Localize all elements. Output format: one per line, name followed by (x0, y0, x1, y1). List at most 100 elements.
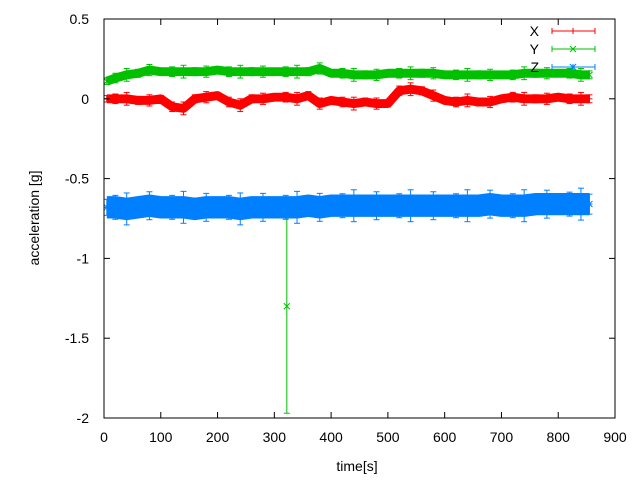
series-y-marker (180, 68, 187, 76)
series-y-marker (441, 71, 449, 79)
series-y-marker (191, 68, 199, 76)
series-y-marker (270, 68, 278, 76)
series-y-marker (350, 71, 358, 79)
series-y-marker (486, 71, 494, 79)
series-y-marker (236, 68, 244, 76)
series-z-marker (146, 202, 153, 210)
legend-entry-z: Z (530, 59, 596, 75)
series-z-marker (225, 203, 233, 211)
series-z-marker (236, 205, 244, 213)
series-y-marker (248, 68, 255, 76)
series-y-band (105, 64, 590, 86)
series-z-marker (475, 202, 483, 210)
series-y (103, 62, 593, 414)
series-z-marker (498, 202, 505, 210)
series-z-marker (554, 200, 562, 208)
series-y-marker (361, 71, 369, 79)
series-z-marker (577, 200, 585, 208)
series-y-marker (282, 68, 290, 76)
series-y-marker (464, 71, 471, 79)
series-y-marker (214, 66, 221, 74)
series-y-marker (168, 68, 176, 76)
series-z-marker (180, 203, 187, 211)
series-y-marker (509, 71, 517, 79)
series-z-marker (486, 200, 494, 208)
legend-entry-z-marker (569, 63, 577, 71)
series-z-marker (112, 203, 119, 211)
series-z-marker (464, 202, 471, 210)
series-z-marker (103, 203, 111, 211)
series-z-marker (339, 202, 346, 210)
x-tick-label: 0 (100, 429, 108, 445)
series-z-marker (168, 203, 176, 211)
plot-frame (103, 18, 616, 419)
x-tick-label: 900 (603, 429, 627, 445)
legend: XYZ (530, 23, 596, 75)
x-tick-label: 200 (206, 429, 230, 445)
y-tick-label: 0 (81, 91, 89, 107)
series-z-marker (509, 202, 517, 210)
series-z-marker (543, 200, 551, 208)
series-z-marker (384, 202, 392, 210)
series-y-marker (339, 69, 346, 77)
series-y-marker (452, 71, 460, 79)
series-y-marker (103, 77, 111, 85)
series-z-marker (429, 202, 437, 210)
plot-marks (103, 62, 593, 414)
legend-entry-x: X (530, 23, 596, 39)
series-z-band (104, 192, 593, 221)
series-y-marker (293, 68, 301, 76)
legend-entry-z-label: Z (530, 59, 539, 75)
series-z-marker (361, 202, 369, 210)
series-y-marker (418, 69, 426, 77)
series-z-marker (441, 202, 449, 210)
series-y-marker (146, 66, 153, 74)
series-z-marker (134, 203, 142, 211)
series-y-marker (316, 65, 324, 72)
series-y-marker (566, 69, 573, 77)
x-axis-label: time[s] (336, 458, 377, 474)
y-tick-label: -1.5 (65, 330, 89, 346)
series-y-marker (407, 69, 414, 77)
series-z-marker (282, 203, 290, 211)
series-z-marker (586, 200, 593, 208)
series-y-marker (134, 69, 142, 77)
legend-entry-y-label: Y (530, 41, 540, 57)
series-y-marker (327, 69, 335, 77)
series-z-marker (293, 203, 301, 211)
y-tick-label: 0.5 (70, 11, 90, 27)
legend-entry-y-marker (569, 45, 577, 53)
series-y-marker (429, 69, 437, 77)
series-y-marker (554, 69, 562, 77)
y-tick-label: -1 (77, 250, 90, 266)
series-x (103, 82, 593, 116)
series-y-marker (305, 68, 312, 76)
series-y-outlier-marker (283, 302, 291, 310)
series-y-marker (395, 69, 403, 77)
series-z-marker (123, 205, 131, 213)
y-tick-label: -0.5 (65, 171, 89, 187)
series-z-marker (452, 202, 460, 210)
series-z-marker (316, 203, 324, 211)
series-y-marker (202, 68, 210, 76)
series-y-marker (520, 69, 528, 77)
x-tick-label: 800 (547, 429, 571, 445)
series-z-marker (259, 203, 267, 211)
series-z-marker (395, 202, 403, 210)
series-z-marker (532, 200, 539, 208)
series-y-marker (586, 71, 593, 79)
series-z-marker (248, 203, 255, 211)
series-z-marker (407, 202, 414, 210)
x-tick-label: 700 (490, 429, 514, 445)
series-y-marker (157, 68, 165, 76)
series-z-marker (214, 203, 221, 211)
series-z-marker (418, 202, 426, 210)
x-tick-label: 400 (319, 429, 343, 445)
series-y-marker (384, 69, 392, 77)
series-y-marker (225, 68, 233, 76)
series-y-marker (373, 71, 380, 79)
series-z-marker (327, 202, 335, 210)
series-z-marker (566, 200, 573, 208)
series-y-marker (532, 69, 539, 77)
